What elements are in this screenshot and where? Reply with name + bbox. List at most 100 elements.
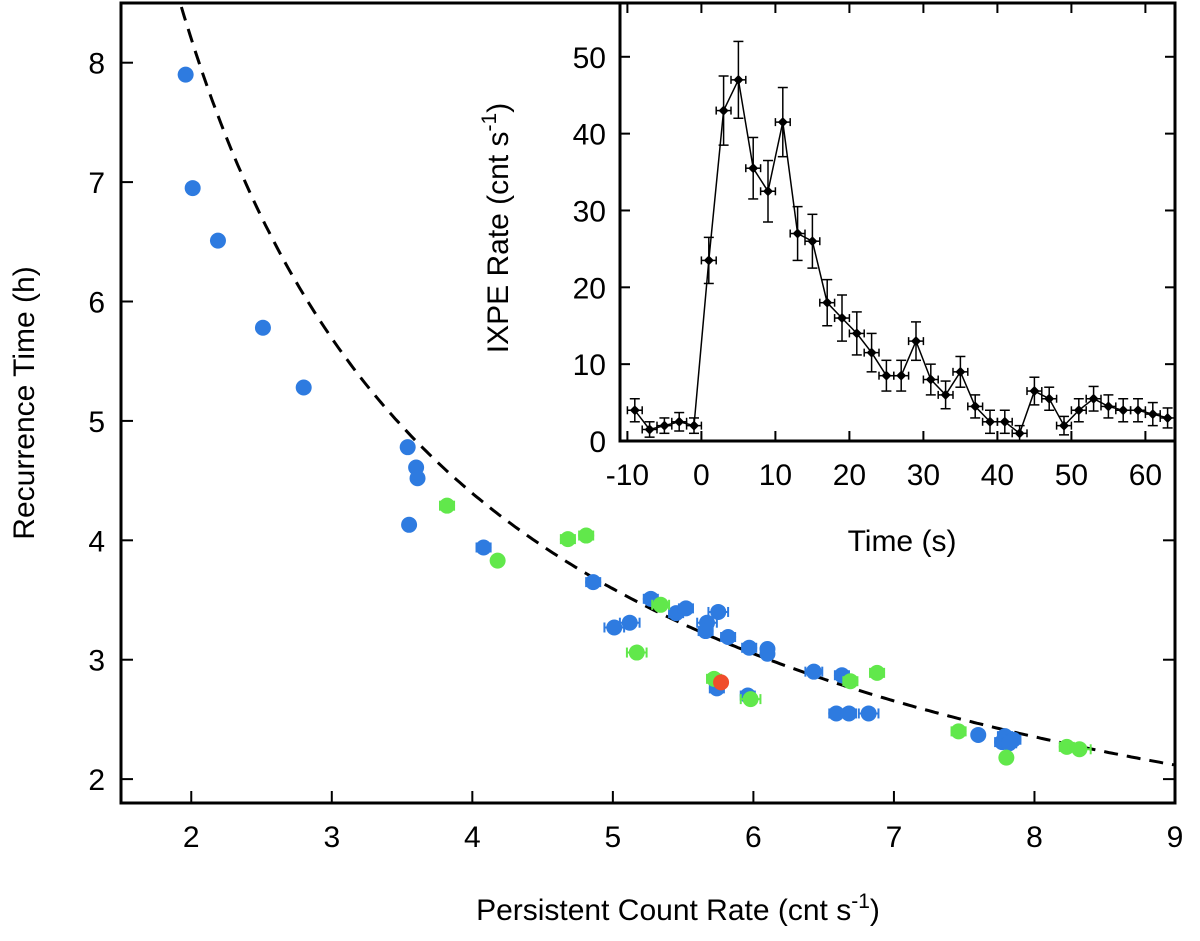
data-point-green — [578, 527, 595, 544]
inset-y-tick-label: 10 — [573, 349, 606, 382]
inset-data-point — [1147, 409, 1158, 420]
inset-data-point — [733, 74, 744, 85]
inset-y-tick-label: 50 — [573, 42, 606, 75]
inset-x-axis: -10 0 10 20 30 40 50 60 — [606, 3, 1162, 492]
inset-data-point — [1088, 393, 1099, 404]
inset-x-tick-label: 0 — [693, 459, 710, 492]
inset-data-point — [1014, 428, 1025, 439]
inset-data-point — [881, 370, 892, 381]
inset-x-tick-label: -10 — [606, 459, 649, 492]
data-point-blue — [606, 619, 623, 636]
data-point-blue — [585, 574, 602, 591]
data-point-green — [489, 552, 506, 569]
data-point-blue — [399, 439, 416, 456]
inset-data-point — [822, 297, 833, 308]
fit-curve-layer — [179, 6, 1174, 767]
data-point-blue — [720, 629, 737, 646]
inset-x-tick-label: 50 — [1055, 459, 1088, 492]
inset-data-point — [985, 416, 995, 427]
inset-y-tick-label: 30 — [573, 195, 606, 228]
main-y-tick-label: 2 — [88, 764, 105, 797]
inset-data-point — [763, 186, 773, 197]
inset-data-point — [1162, 412, 1173, 423]
inset-data-point — [866, 347, 877, 358]
inset-data-point — [1059, 420, 1069, 431]
main-points-layer — [177, 66, 1092, 766]
data-point-blue — [828, 705, 845, 722]
inset-data-point — [1103, 401, 1114, 412]
data-point-blue — [741, 639, 758, 656]
main-x-tick-label: 6 — [745, 821, 762, 854]
data-point-green — [628, 644, 645, 661]
main-x-axis-label: Persistent Count Rate (cnt s-1) — [476, 890, 880, 927]
inset-data-point — [940, 389, 951, 400]
inset-data-point — [955, 366, 966, 377]
inset-data-point — [999, 416, 1010, 427]
inset-data-point — [851, 328, 862, 339]
data-point-blue — [475, 539, 492, 556]
main-y-tick-label: 7 — [88, 167, 105, 200]
main-x-tick-label: 7 — [886, 821, 903, 854]
data-point-blue — [970, 726, 987, 743]
inset-data-point — [1029, 386, 1040, 397]
inset-data-point — [1044, 393, 1055, 404]
data-point-blue — [677, 600, 694, 617]
inset-x-tick-label: 30 — [907, 459, 940, 492]
data-point-blue — [710, 603, 727, 620]
inset-data-point — [911, 336, 921, 347]
main-y-tick-label: 3 — [88, 645, 105, 678]
inset-plot-frame — [618, 1, 1177, 443]
inset-data-point — [807, 236, 818, 247]
main-y-tick-label: 6 — [88, 287, 105, 320]
data-point-blue — [409, 470, 426, 487]
inset-data-point — [703, 255, 714, 266]
inset-y-axis-label: IXPE Rate (cnt s-1) — [478, 103, 515, 353]
data-point-green — [842, 673, 859, 690]
inset-data-point — [792, 228, 803, 239]
data-point-blue — [840, 705, 857, 722]
inset-data-point — [837, 313, 847, 324]
data-point-blue — [254, 319, 271, 336]
data-point-blue — [860, 705, 877, 722]
inset-data-point — [659, 420, 670, 431]
data-point-blue — [295, 379, 312, 396]
inset-data-point — [629, 405, 640, 416]
inset-series-layer — [626, 40, 1176, 442]
inset-x-tick-label: 10 — [759, 459, 792, 492]
main-y-tick-label: 5 — [88, 406, 105, 439]
data-point-green — [869, 664, 886, 681]
inset-data-point — [1118, 405, 1129, 416]
main-y-tick-label: 8 — [88, 48, 105, 81]
data-point-red — [713, 674, 730, 691]
inset-x-tick-label: 40 — [981, 459, 1014, 492]
data-point-blue — [1001, 735, 1018, 752]
inset-data-point — [718, 105, 729, 116]
inset-data-point — [970, 401, 981, 412]
inset-data-point — [674, 416, 685, 427]
main-x-tick-label: 4 — [464, 821, 481, 854]
data-point-blue — [805, 663, 822, 680]
inset-data-point — [748, 163, 759, 174]
inset-y-tick-label: 40 — [573, 119, 606, 152]
inset-data-point — [644, 424, 655, 435]
inset-data-point — [777, 117, 788, 128]
main-x-tick-label: 5 — [605, 821, 622, 854]
data-point-blue — [621, 614, 638, 631]
inset-y-tick-label: 20 — [573, 272, 606, 305]
main-x-tick-label: 8 — [1026, 821, 1043, 854]
data-point-blue — [401, 516, 418, 533]
data-point-green — [559, 531, 576, 548]
data-point-blue — [177, 66, 194, 83]
main-x-tick-label: 9 — [1167, 821, 1184, 854]
inset-data-point — [925, 374, 936, 385]
data-point-green — [742, 691, 759, 708]
main-y-axis: 2 3 4 5 6 7 8 — [88, 48, 1175, 797]
inset-y-axis: 0 10 20 30 40 50 — [573, 42, 1175, 459]
data-point-green — [950, 723, 967, 740]
inset-data-point — [1133, 405, 1143, 416]
inset-x-axis-label: Time (s) — [848, 525, 957, 558]
data-point-blue — [184, 180, 201, 197]
main-y-tick-label: 4 — [88, 525, 105, 558]
inset-data-point — [1073, 405, 1084, 416]
